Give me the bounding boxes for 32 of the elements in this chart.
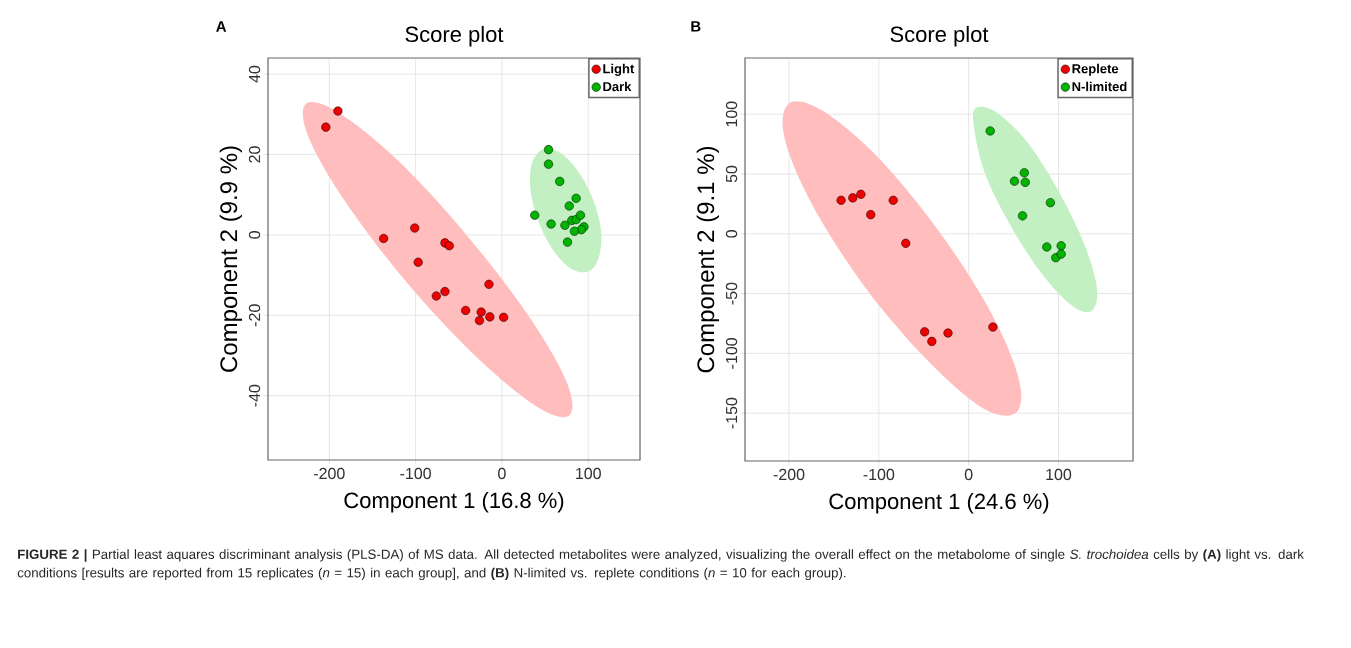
y-tick-label: 20: [248, 146, 261, 163]
chart-title: Score plot: [405, 25, 504, 47]
y-axis-title: Component 2 (9.1 %): [696, 146, 720, 373]
x-tick-label: 0: [964, 468, 973, 481]
y-tick-label: 0: [725, 229, 738, 238]
x-tick-label: 0: [498, 467, 506, 480]
legend-label: Replete: [1072, 63, 1119, 76]
legend-label: N-limited: [1072, 81, 1127, 92]
y-tick-label: 100: [725, 101, 738, 127]
y-tick-label: -150: [725, 397, 738, 429]
x-axis-title: Component 1 (16.8 %): [344, 491, 564, 513]
y-axis-title: Component 2 (9.9 %): [219, 146, 243, 372]
x-tick-label: 100: [576, 467, 601, 480]
text: A: [216, 21, 227, 32]
y-tick-label: -50: [725, 282, 738, 305]
x-axis-title: Component 1 (24.6 %): [829, 492, 1049, 514]
y-tick-label: 40: [248, 65, 261, 83]
y-tick-label: -40: [248, 384, 261, 407]
legend-label: Light: [603, 63, 635, 76]
y-tick-label: -100: [725, 338, 738, 369]
y-tick-label: 0: [248, 231, 261, 239]
x-tick-label: -100: [863, 468, 895, 481]
y-tick-label: 50: [725, 165, 738, 183]
x-tick-label: 100: [1046, 468, 1072, 481]
text: B: [691, 21, 701, 32]
x-tick-label: -100: [400, 467, 431, 480]
y-tick-label: -20: [248, 304, 261, 327]
x-tick-label: -200: [313, 467, 345, 480]
chart-title: Score plot: [890, 25, 989, 47]
x-tick-label: -200: [773, 468, 805, 481]
text: FIGURE 2 | Partial least aquares discriminant analysis (PLS-DA) of MS data. All detected metabolites were analyzed, visualizing the overall effect on the metabolome of single S. trochoidea cells by (A) light vs. dark conditions [results are reported from 15 replicates (n = 15) in each group], and (B) N-limited vs. replete conditions (n = 10 for each group).: [17, 549, 1304, 581]
legend-label: Dark: [603, 81, 632, 92]
